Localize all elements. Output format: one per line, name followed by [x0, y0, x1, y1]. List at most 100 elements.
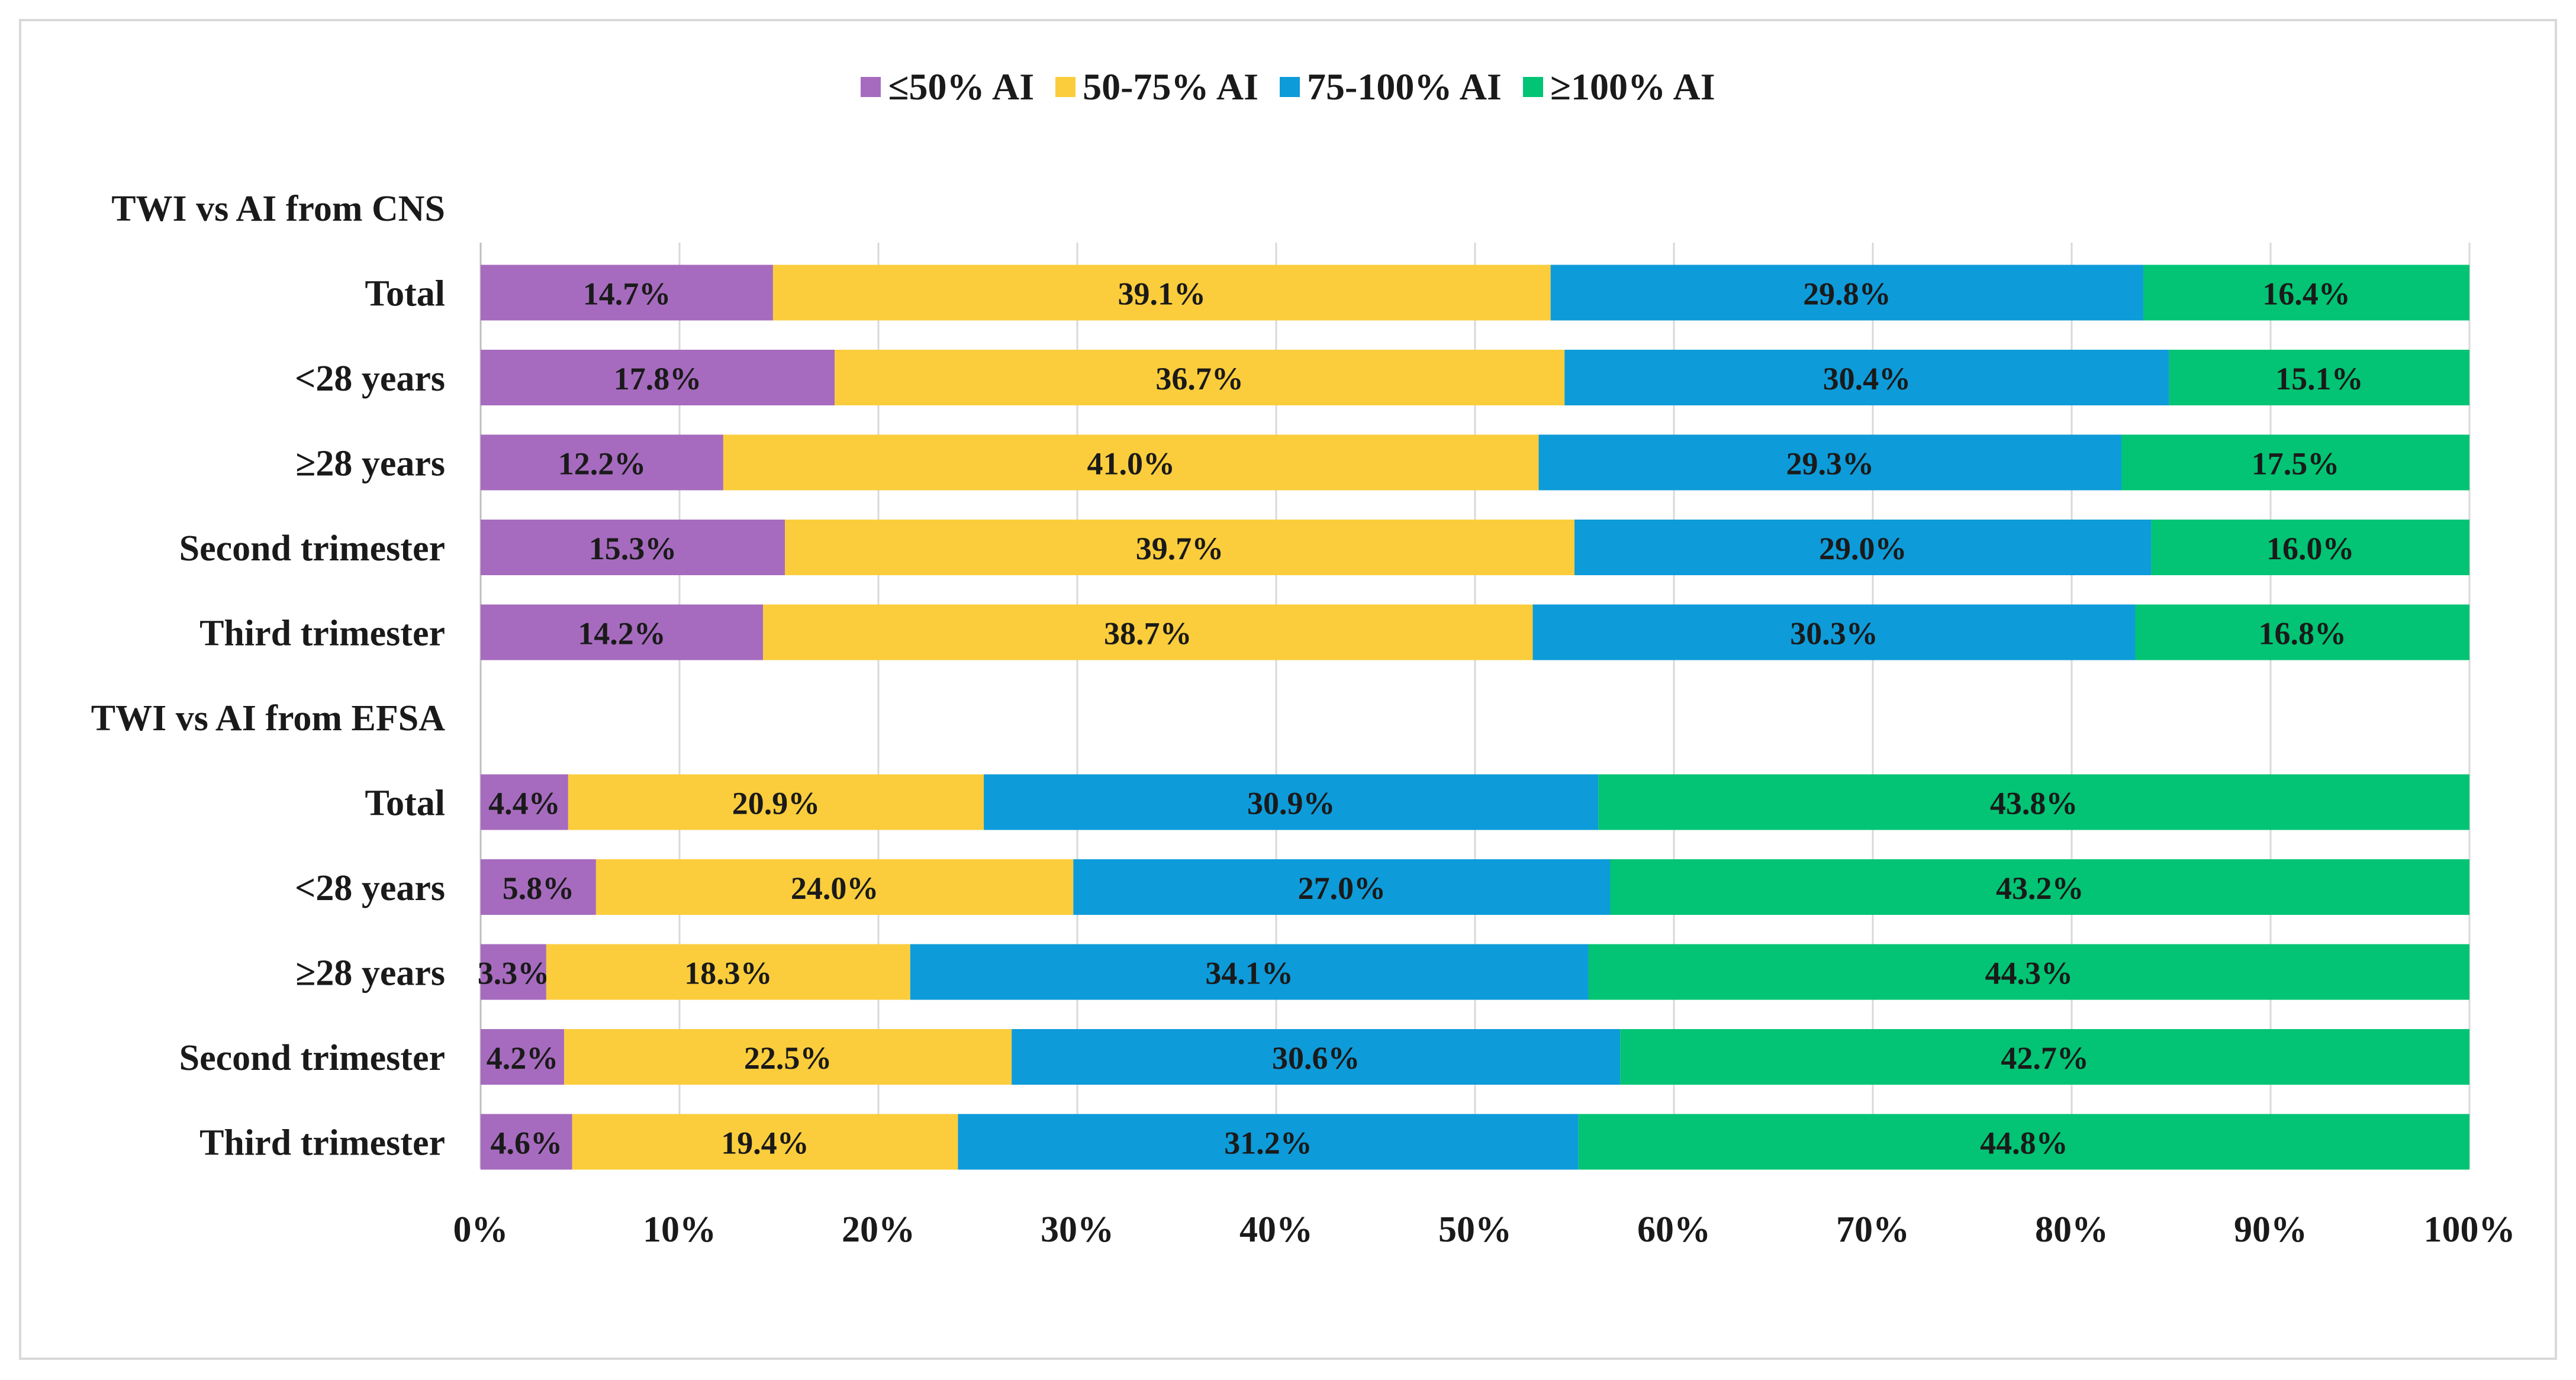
bar-segment: [595, 859, 1074, 915]
x-tick-label: 30%: [1041, 1210, 1114, 1250]
row-label: <28 years: [295, 868, 445, 908]
chart-legend: ≤50% AI 50-75% AI 75-100% AI ≥100% AI: [0, 60, 2576, 114]
bar-segment: [2151, 520, 2469, 575]
x-tick-label: 0%: [453, 1210, 508, 1250]
bar-segment: [1532, 604, 2136, 660]
data-label: 43.2%: [1996, 870, 2084, 906]
bar-segment: [481, 1029, 565, 1085]
bar-segment: [564, 1029, 1012, 1085]
bar-segment: [1610, 859, 2469, 915]
data-label: 30.6%: [1272, 1040, 1360, 1076]
data-label: 18.3%: [684, 956, 772, 991]
data-label: 39.7%: [1136, 531, 1224, 566]
data-label: 30.4%: [1823, 361, 1911, 396]
bar-segment: [772, 265, 1551, 321]
bar-segment: [763, 604, 1533, 660]
data-label: 5.8%: [503, 870, 575, 906]
bar-segment: [546, 944, 910, 1000]
bar-segment: [1620, 1029, 2469, 1085]
data-label: 12.2%: [558, 446, 646, 482]
legend-label-series-4: ≥100% AI: [1550, 66, 1715, 108]
bar-segment: [910, 944, 1589, 1000]
bar-segment: [723, 434, 1539, 491]
data-label: 31.2%: [1224, 1126, 1312, 1161]
legend-label-series-3: 75-100% AI: [1307, 66, 1502, 108]
bar-segment: [1578, 1114, 2469, 1170]
legend-swatch-series-2: [1055, 77, 1076, 97]
bar-segment: [572, 1114, 958, 1170]
legend-swatch-series-1: [861, 77, 881, 97]
bar-segment: [1550, 265, 2143, 321]
bar-segment: [481, 859, 596, 915]
data-label: 39.1%: [1118, 276, 1206, 312]
data-label: 38.7%: [1104, 616, 1192, 652]
x-tick-label: 70%: [1836, 1210, 1910, 1250]
row-label: Third trimester: [199, 1123, 445, 1163]
data-label: 15.1%: [2275, 361, 2364, 396]
bar-segment: [1538, 434, 2121, 491]
legend-item-series-3: 75-100% AI: [1280, 65, 1502, 109]
bar-segment: [1073, 859, 1611, 915]
bar-segment: [2143, 265, 2469, 321]
data-label: 20.9%: [732, 786, 820, 821]
bar-segment: [481, 774, 568, 830]
bar-segment: [481, 1114, 572, 1170]
bar-segment: [785, 520, 1574, 575]
data-label: 17.8%: [614, 361, 702, 396]
bar-segment: [2135, 604, 2469, 660]
bar-segment: [958, 1114, 1579, 1170]
data-label: 29.0%: [1819, 531, 1907, 566]
bar-segments: 14.7% 39.1% 29.8% 16.4% 17.8% 36.7% 30.4% 15.1%…: [478, 265, 2469, 1170]
bar-segment: [481, 520, 785, 575]
x-tick-label: 50%: [1438, 1210, 1512, 1250]
bar-segment: [481, 944, 546, 1000]
row-label: Second trimester: [179, 1038, 445, 1078]
bar-segment: [2121, 434, 2469, 491]
data-label: 43.8%: [1990, 786, 2078, 821]
row-labels: TWI vs AI from CNS Total <28 years ≥28 year…: [91, 189, 445, 1163]
x-tick-label: 40%: [1239, 1210, 1313, 1250]
data-label: 41.0%: [1087, 446, 1175, 482]
legend-item-series-2: 50-75% AI: [1055, 65, 1258, 109]
bar-segment: [984, 774, 1599, 830]
x-axis-tick-labels: 0% 10% 20% 30% 40% 50% 60% 70% 80% 90% 100%: [453, 1210, 2516, 1250]
bar-segment: [481, 604, 764, 660]
data-label: 44.8%: [1980, 1126, 2068, 1161]
data-label: 15.3%: [589, 531, 677, 566]
x-tick-label: 60%: [1637, 1210, 1711, 1250]
data-label: 42.7%: [2001, 1040, 2089, 1076]
x-tick-label: 100%: [2424, 1210, 2516, 1250]
data-label: 30.9%: [1247, 786, 1335, 821]
bar-segment: [568, 774, 984, 830]
bar-segment: [1574, 520, 2152, 575]
data-label: 24.0%: [791, 870, 879, 906]
data-label: 16.8%: [2259, 616, 2347, 652]
legend-label-series-1: ≤50% AI: [888, 66, 1035, 108]
data-label: 27.0%: [1298, 870, 1386, 906]
bar-segment: [1588, 944, 2469, 1000]
bar-segment: [481, 265, 773, 321]
x-tick-label: 10%: [643, 1210, 716, 1250]
group-header-label: TWI vs AI from EFSA: [91, 698, 445, 739]
row-label: Total: [365, 274, 445, 314]
row-label: <28 years: [295, 359, 445, 399]
bar-segment: [1598, 774, 2469, 830]
group-header-label: TWI vs AI from CNS: [111, 189, 445, 229]
legend-label-series-2: 50-75% AI: [1083, 66, 1258, 108]
data-label: 19.4%: [721, 1126, 809, 1161]
legend-swatch-series-4: [1522, 77, 1543, 97]
legend-item-series-1: ≤50% AI: [861, 65, 1034, 109]
data-label: 34.1%: [1205, 956, 1293, 991]
bar-segment: [835, 350, 1565, 405]
data-label: 16.4%: [2262, 276, 2350, 312]
data-label: 16.0%: [2266, 531, 2355, 566]
data-label: 4.2%: [487, 1040, 559, 1076]
legend-item-series-4: ≥100% AI: [1522, 65, 1715, 109]
row-label: Third trimester: [199, 614, 445, 654]
x-tick-label: 20%: [842, 1210, 915, 1250]
bar-segment: [1012, 1029, 1621, 1085]
x-tick-label: 90%: [2234, 1210, 2307, 1250]
x-tick-label: 80%: [2035, 1210, 2108, 1250]
row-label: Second trimester: [179, 528, 445, 569]
